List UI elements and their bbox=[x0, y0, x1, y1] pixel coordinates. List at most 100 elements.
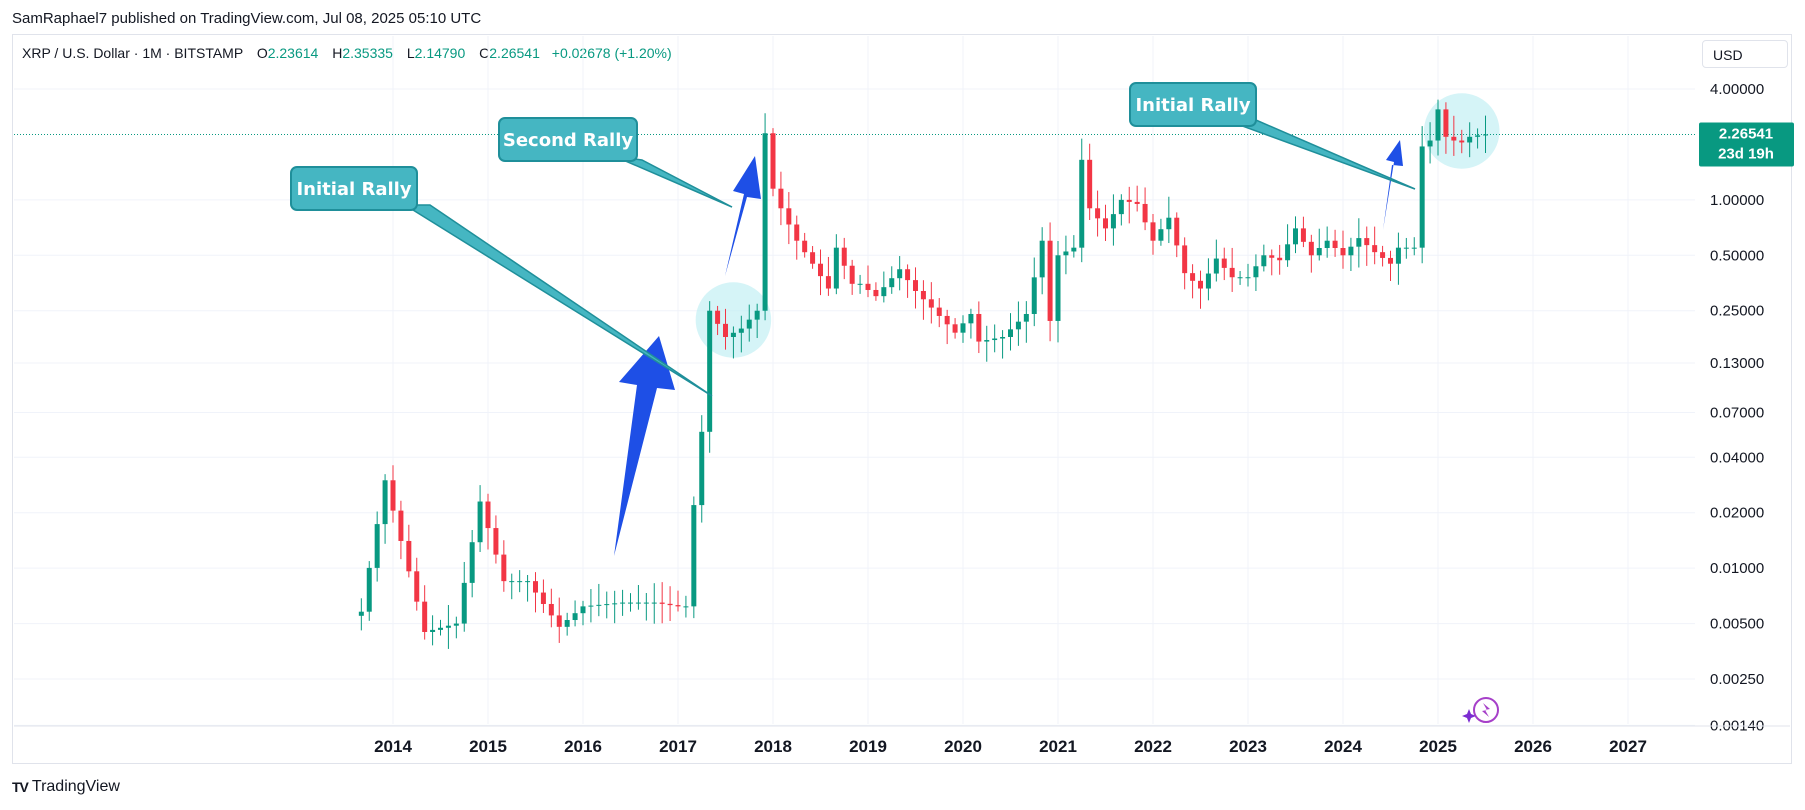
candle-body bbox=[635, 602, 641, 604]
candle-body bbox=[952, 324, 958, 333]
chart-grid bbox=[14, 36, 1695, 726]
candles bbox=[358, 99, 1488, 649]
candle-body bbox=[1174, 217, 1180, 246]
candle-body bbox=[1483, 134, 1488, 136]
candle-body bbox=[1039, 240, 1045, 278]
candle-body bbox=[1395, 247, 1401, 264]
close-value: 2.26541 bbox=[489, 45, 540, 61]
candle-body bbox=[802, 240, 808, 253]
candle-body bbox=[1071, 247, 1077, 252]
candle-body bbox=[1190, 273, 1196, 281]
candle-body bbox=[1047, 240, 1053, 321]
candle-body bbox=[1427, 140, 1433, 147]
candle-body bbox=[422, 601, 428, 632]
time-tick-label: 2017 bbox=[659, 737, 697, 756]
candle-body bbox=[1293, 228, 1298, 245]
candle-body bbox=[453, 623, 459, 626]
candle-body bbox=[1380, 252, 1386, 258]
candle-body bbox=[960, 323, 966, 333]
currency-button[interactable]: USD bbox=[1702, 40, 1788, 68]
candle-body bbox=[1364, 238, 1370, 246]
candle-body bbox=[414, 571, 420, 602]
candle-body bbox=[1158, 229, 1164, 241]
candle-body bbox=[580, 606, 586, 614]
candle-body bbox=[928, 299, 934, 308]
candle-body bbox=[469, 542, 475, 583]
candle-body bbox=[1229, 267, 1235, 278]
candle-body bbox=[754, 310, 760, 320]
published-by-line: SamRaphael7 published on TradingView.com… bbox=[12, 10, 482, 27]
candle-body bbox=[738, 328, 744, 333]
candle-body bbox=[651, 602, 657, 604]
annotation-initial-rally-2024: Initial Rally bbox=[1135, 95, 1250, 116]
candle-body bbox=[1332, 240, 1338, 249]
candle-body bbox=[406, 540, 412, 572]
candle-body bbox=[1015, 321, 1021, 330]
candle-body bbox=[1245, 277, 1251, 279]
rally-arrows bbox=[614, 140, 1403, 556]
high-key: H bbox=[332, 45, 343, 61]
candle-body bbox=[525, 581, 531, 583]
candle-body bbox=[786, 208, 792, 225]
candle-body bbox=[628, 602, 633, 604]
price-tick-label: 0.02000 bbox=[1710, 505, 1764, 522]
sparkle-icon bbox=[1462, 697, 1499, 723]
candle-body bbox=[1348, 246, 1354, 256]
time-tick-label: 2019 bbox=[849, 737, 887, 756]
candle-body bbox=[1023, 313, 1029, 322]
candle-body bbox=[968, 313, 974, 324]
candle-body bbox=[1285, 244, 1291, 261]
candle-body bbox=[1475, 135, 1481, 137]
candle-body bbox=[564, 620, 570, 627]
candle-body bbox=[438, 627, 443, 630]
time-tick-label: 2018 bbox=[754, 737, 792, 756]
candle-body bbox=[1403, 247, 1409, 249]
candle-body bbox=[691, 505, 697, 607]
time-tick-label: 2022 bbox=[1134, 737, 1172, 756]
candle-body bbox=[1269, 255, 1275, 258]
candle-body bbox=[643, 602, 649, 604]
candle-body bbox=[540, 592, 546, 604]
tradingview-logo-icon: TV bbox=[12, 779, 29, 795]
callout-box-1 bbox=[290, 166, 418, 211]
candle-body bbox=[659, 602, 665, 604]
candle-body bbox=[897, 269, 903, 279]
arrow-small bbox=[1383, 140, 1403, 230]
candle-body bbox=[778, 188, 784, 209]
candle-body bbox=[596, 604, 602, 606]
candle-body bbox=[1103, 218, 1108, 229]
candle-body bbox=[1110, 214, 1116, 229]
candle-body bbox=[849, 265, 855, 284]
candle-body bbox=[1087, 159, 1093, 209]
candle-body bbox=[1142, 203, 1148, 223]
time-tick-label: 2024 bbox=[1324, 737, 1362, 756]
time-tick-label: 2021 bbox=[1039, 737, 1077, 756]
price-tick-label: 0.04000 bbox=[1710, 449, 1764, 466]
candle-body bbox=[1388, 257, 1393, 264]
price-tick-label: 0.25000 bbox=[1710, 303, 1764, 320]
arrow-mid bbox=[725, 156, 761, 276]
candle-body bbox=[1237, 277, 1243, 279]
candle-body bbox=[1340, 248, 1346, 256]
time-tick-label: 2023 bbox=[1229, 737, 1267, 756]
candle-body bbox=[865, 283, 871, 290]
candle-body bbox=[430, 629, 436, 632]
candle-body bbox=[1008, 329, 1013, 337]
candle-body bbox=[445, 625, 451, 628]
price-tick-label: 4.00000 bbox=[1710, 81, 1764, 98]
time-tick-label: 2016 bbox=[564, 737, 602, 756]
candle-body bbox=[1356, 238, 1362, 247]
symbol-label[interactable]: XRP / U.S. Dollar · 1M · BITSTAMP bbox=[22, 45, 243, 61]
annotation-initial-rally-2017: Initial Rally bbox=[296, 179, 411, 200]
candle-body bbox=[1419, 146, 1425, 248]
candle-body bbox=[556, 615, 562, 627]
candle-body bbox=[699, 431, 705, 506]
candle-body bbox=[1300, 228, 1306, 242]
candle-body bbox=[548, 603, 554, 616]
time-tick-label: 2025 bbox=[1419, 737, 1457, 756]
candle-body bbox=[1000, 336, 1006, 339]
candle-body bbox=[1324, 240, 1330, 249]
candle-body bbox=[612, 603, 618, 605]
tradingview-branding[interactable]: TV TradingView bbox=[12, 778, 120, 796]
